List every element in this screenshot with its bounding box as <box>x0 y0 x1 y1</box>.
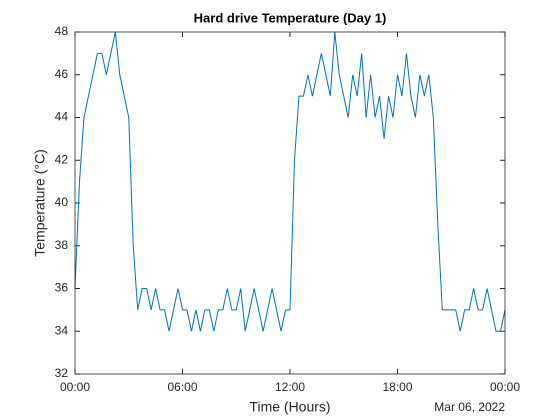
y-tick-label: 32 <box>55 366 69 380</box>
y-tick-label: 38 <box>55 238 69 252</box>
y-tick-label: 42 <box>55 152 69 166</box>
x-tick-label: 00:00 <box>490 380 520 394</box>
plot-frame <box>74 31 506 375</box>
x-axis-label: Time (Hours) <box>249 399 330 415</box>
y-tick-label: 36 <box>55 281 69 295</box>
date-label: Mar 06, 2022 <box>434 400 505 414</box>
y-axis-label: Temperature (°C) <box>32 149 48 257</box>
x-tick-label: 12:00 <box>275 380 305 394</box>
y-tick-label: 46 <box>55 67 69 81</box>
chart-title: Hard drive Temperature (Day 1) <box>194 10 387 25</box>
y-tick-label: 48 <box>55 24 69 38</box>
x-tick-label: 18:00 <box>382 380 412 394</box>
x-tick-label: 06:00 <box>167 380 197 394</box>
x-tick-label: 00:00 <box>60 380 90 394</box>
y-tick-label: 40 <box>55 195 69 209</box>
y-tick-label: 34 <box>55 323 69 337</box>
data-line <box>74 31 506 332</box>
y-tick-label: 44 <box>55 110 69 124</box>
